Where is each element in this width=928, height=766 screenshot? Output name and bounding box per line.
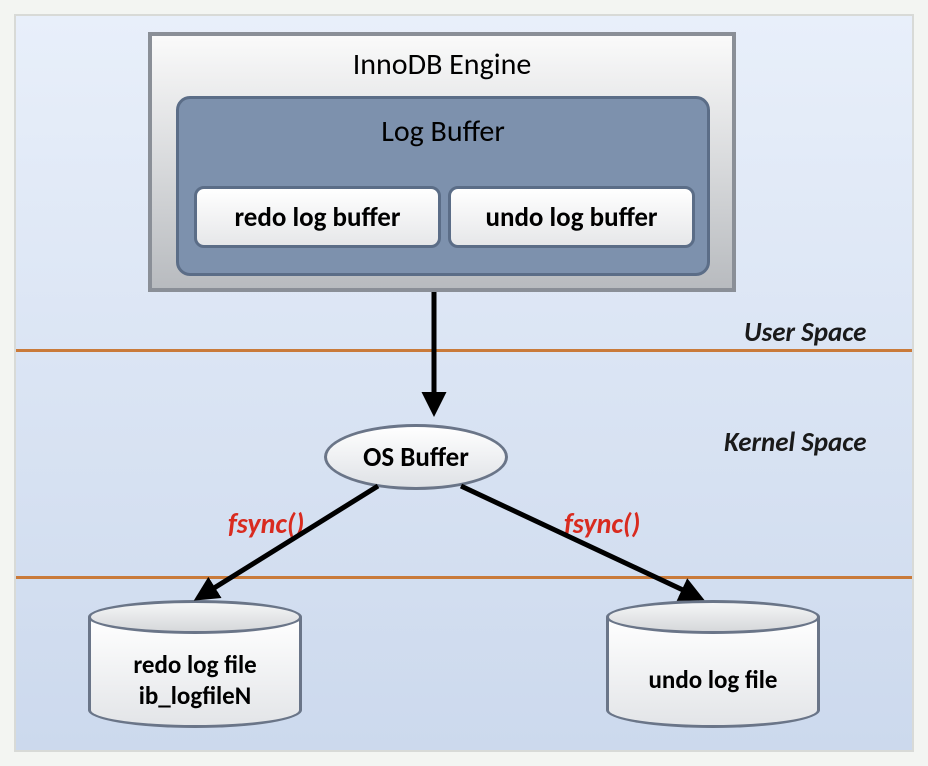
edge-osbuffer-to-undofile (461, 486, 700, 598)
node-undo-log-file: undo log file (606, 600, 820, 728)
node-redo-log-file: redo log file ib_logfileN (88, 600, 302, 728)
node-os-buffer: OS Buffer (324, 424, 508, 490)
node-undo-log-buffer: undo log buffer (448, 186, 695, 248)
edge-label-fsync-right: fsync() (564, 506, 640, 541)
edge-label-fsync-left: fsync() (228, 506, 304, 541)
innodb-engine-title: InnoDB Engine (152, 46, 732, 83)
edge-osbuffer-to-redofile (198, 486, 378, 598)
diagram-frame: User Space Kernel Space InnoDB Engine Lo… (14, 14, 914, 752)
undo-log-file-label: undo log file (648, 664, 777, 695)
node-redo-log-buffer: redo log buffer (194, 186, 441, 248)
redo-log-buffer-label: redo log buffer (235, 201, 401, 234)
redo-log-file-label-line2: ib_logfileN (139, 680, 252, 711)
os-buffer-label: OS Buffer (363, 441, 469, 474)
redo-log-file-label-line1: redo log file (133, 649, 256, 680)
log-buffer-title: Log Buffer (179, 113, 707, 150)
divider-kernel-disk (16, 576, 912, 579)
region-label-kernel-space: Kernel Space (724, 426, 866, 459)
region-label-user-space: User Space (744, 316, 866, 349)
undo-log-buffer-label: undo log buffer (485, 201, 657, 234)
divider-user-kernel (16, 349, 912, 352)
